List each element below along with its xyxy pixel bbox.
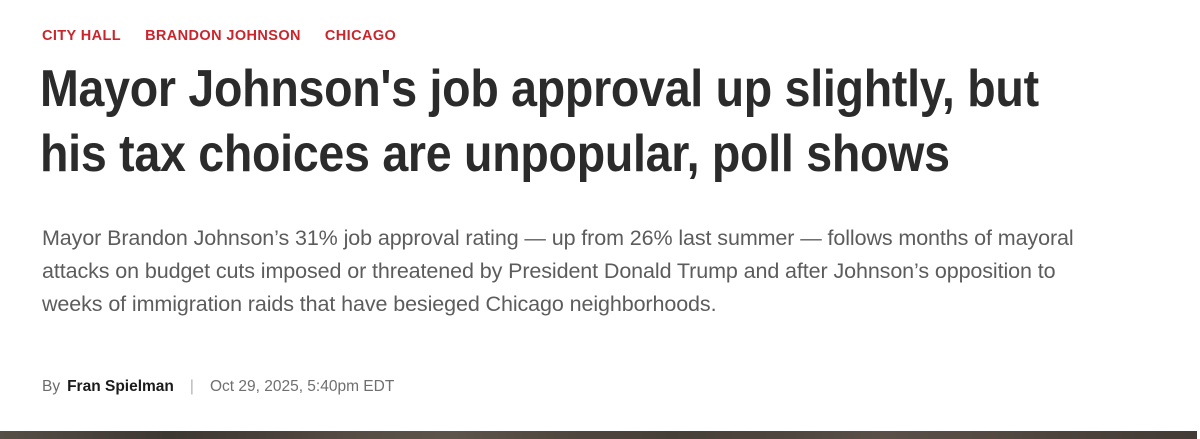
byline-by-label: By bbox=[42, 378, 61, 395]
byline-separator: | bbox=[189, 378, 194, 395]
byline: By Fran Spielman | Oct 29, 2025, 5:40pm … bbox=[42, 379, 394, 395]
kicker-tag-list: CITY HALL BRANDON JOHNSON CHICAGO bbox=[42, 29, 396, 44]
kicker-link-city-hall[interactable]: CITY HALL bbox=[42, 28, 122, 44]
kicker-link-chicago[interactable]: CHICAGO bbox=[324, 28, 397, 44]
byline-timestamp: Oct 29, 2025, 5:40pm EDT bbox=[209, 378, 395, 395]
lead-image bbox=[0, 431, 1197, 439]
kicker-link-brandon-johnson[interactable]: BRANDON JOHNSON bbox=[145, 28, 301, 44]
byline-author-link[interactable]: Fran Spielman bbox=[67, 378, 174, 395]
page-title: Mayor Johnson's job approval up slightly… bbox=[40, 60, 1039, 183]
article-summary: Mayor Brandon Johnson’s 31% job approval… bbox=[42, 226, 1074, 316]
